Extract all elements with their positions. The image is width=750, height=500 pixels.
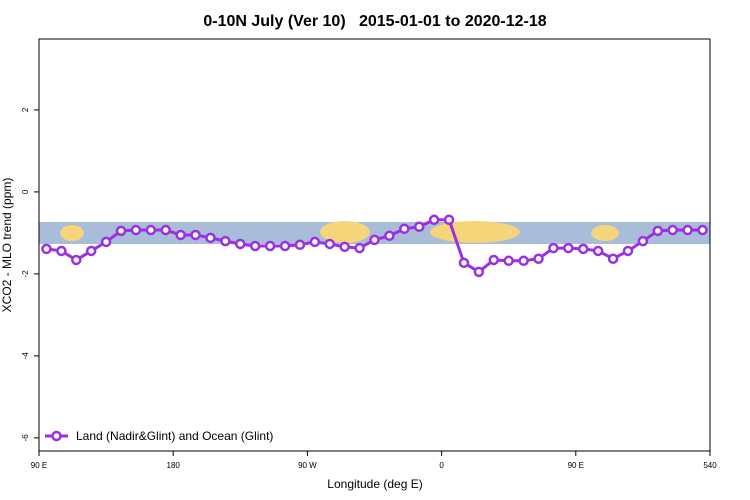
point [354,242,365,254]
plot-frame [38,38,711,452]
point [160,224,171,236]
point [384,230,395,242]
point [205,232,216,244]
point [145,224,157,236]
point [235,238,246,250]
point [578,243,589,255]
x-tick-label: 540 [703,461,717,470]
point [115,225,127,237]
point [637,235,649,247]
point [413,221,425,233]
point [518,255,529,267]
point [130,224,142,236]
y-tick-label: -4 [21,352,30,360]
point [249,240,261,252]
point [339,241,350,253]
point [294,239,306,251]
point [264,240,276,252]
x-tick-label: 180 [167,461,181,470]
y-tick-label: -2 [21,270,30,278]
point [279,240,291,252]
point [56,245,67,257]
point [533,253,544,264]
point [682,224,693,236]
x-tick-label: 90 E [568,461,584,470]
point [473,266,485,278]
point [428,214,440,226]
y-axis-label: XCO2 - MLO trend (ppm) [0,178,14,313]
point [85,245,97,257]
point [324,238,336,250]
point [563,242,574,254]
point [667,224,678,236]
point [399,223,410,235]
legend-marker [51,430,62,442]
y-tick-label: -6 [21,434,30,442]
point [458,257,470,269]
point [652,225,664,237]
x-tick-label: 90 E [31,461,47,470]
point [369,234,380,246]
point [41,243,52,255]
point [309,236,321,248]
point [592,245,604,257]
point [622,245,634,257]
x-axis-label: Longitude (deg E) [327,477,422,491]
x-tick-label: 0 [439,461,444,470]
point [503,255,514,267]
chart-title: 0-10N July (Ver 10) 2015-01-01 to 2020-1… [203,13,546,30]
point [697,224,708,236]
y-tick-label: 2 [21,107,30,112]
x-tick-label: 90 W [298,461,317,470]
point [607,253,619,264]
point [220,235,231,247]
point [190,229,201,241]
point [548,242,559,254]
legend-label: Land (Nadir&Glint) and Ocean (Glint) [76,429,273,443]
y-tick-label: 0 [21,189,30,194]
point [443,214,455,226]
point [71,254,82,266]
point [488,254,500,266]
point [100,236,112,248]
point [175,229,186,241]
